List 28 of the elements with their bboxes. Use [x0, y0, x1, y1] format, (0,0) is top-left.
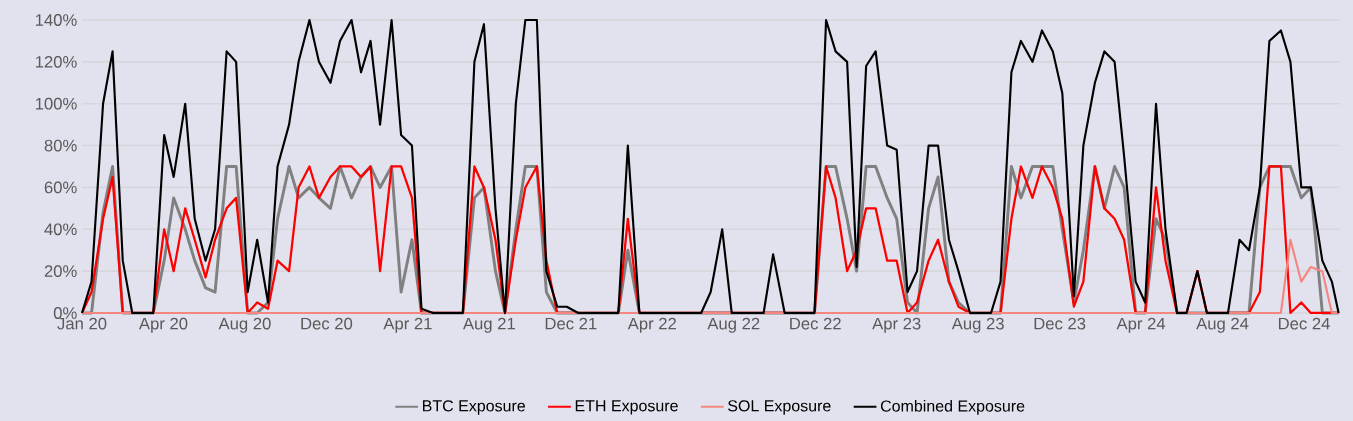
x-tick-label: Aug 22	[707, 317, 760, 333]
x-tick-label: Apr 20	[138, 317, 188, 333]
x-tick-label: Dec 24	[1278, 317, 1330, 330]
y-tick-label: 60%	[44, 181, 77, 194]
y-tick-label: 100%	[35, 97, 77, 110]
x-tick-label: Aug 23	[951, 317, 1004, 333]
y-tick-label: 80%	[44, 139, 77, 152]
x-tick-label: Apr 23	[872, 317, 921, 333]
y-tick-label: 20%	[44, 265, 77, 278]
y-tick-label: 0%	[53, 307, 77, 319]
legend-label: Combined Exposure	[880, 399, 1025, 415]
x-tick-label: Apr 24	[1116, 317, 1166, 333]
x-tick-label: Jan 20	[57, 317, 107, 330]
x-tick-label: Dec 22	[790, 317, 841, 330]
x-tick-label: Dec 20	[301, 317, 353, 330]
legend-label: ETH Exposure	[575, 400, 678, 415]
x-tick-label: Aug 21	[462, 317, 515, 333]
legend-label: SOL Exposure	[728, 400, 831, 415]
y-tick-label: 120%	[35, 55, 77, 68]
x-tick-label: Dec 23	[1034, 317, 1086, 330]
x-tick-label: Dec 21	[545, 317, 597, 330]
x-tick-label: Aug 20	[218, 317, 271, 333]
legend-label: BTC Exposure	[423, 400, 525, 415]
x-tick-label: Aug 24	[1196, 317, 1249, 333]
x-tick-label: Apr 21	[383, 317, 432, 333]
y-tick-label: 40%	[44, 223, 77, 236]
y-tick-label: 140%	[35, 14, 77, 26]
x-tick-label: Apr 22	[627, 317, 676, 333]
